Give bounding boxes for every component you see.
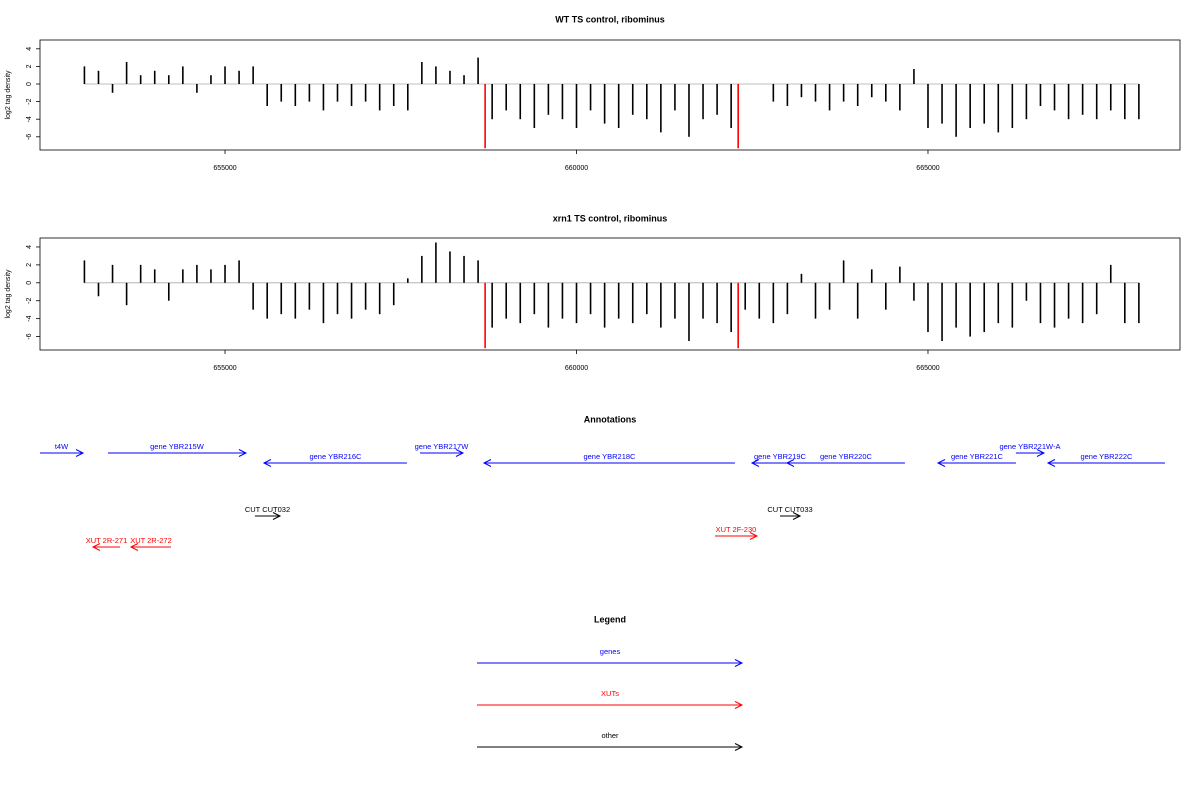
y-tick-label: 4 <box>26 47 33 51</box>
feature-label: t4W <box>55 442 69 451</box>
chart-title: xrn1 TS control, ribominus <box>553 213 668 223</box>
y-axis-label: log2 tag density <box>5 70 12 120</box>
y-axis-label: log2 tag density <box>5 269 12 319</box>
arrow-head <box>750 459 760 467</box>
arrow-head <box>734 659 744 667</box>
arrow-head <box>75 449 85 457</box>
legend-label: genes <box>600 647 621 656</box>
feature-label: gene YBR219C <box>754 452 807 461</box>
arrow-head <box>238 449 248 457</box>
x-tick-label: 660000 <box>565 365 588 372</box>
feature-label: gene YBR218C <box>583 452 636 461</box>
legend-title: Legend <box>594 614 626 624</box>
y-tick-label: -2 <box>26 298 33 304</box>
y-tick-label: -4 <box>26 315 33 321</box>
plot-frame <box>39 237 1181 351</box>
y-tick-label: 2 <box>26 263 33 267</box>
feature-label: gene YBR217W <box>415 442 470 451</box>
arrow-head <box>734 743 744 751</box>
arrow-head <box>734 701 744 709</box>
feature-label: gene YBR221W-A <box>999 442 1060 451</box>
x-tick-label: 660000 <box>565 165 588 172</box>
feature-label: XUT 2R-272 <box>130 536 172 545</box>
chart-title: WT TS control, ribominus <box>555 14 665 24</box>
arrow-head <box>482 459 492 467</box>
arrow-head <box>792 512 802 520</box>
arrow-head <box>455 449 465 457</box>
arrow-head <box>785 459 795 467</box>
feature-label: XUT 2F-230 <box>716 525 757 534</box>
legend-label: other <box>601 731 619 740</box>
feature-label: XUT 2R-271 <box>86 536 128 545</box>
arrow-head <box>272 512 282 520</box>
y-tick-label: 0 <box>26 281 33 285</box>
arrow-head <box>1036 449 1046 457</box>
y-tick-label: 0 <box>26 82 33 86</box>
x-tick-label: 665000 <box>916 165 939 172</box>
y-tick-label: -6 <box>26 333 33 339</box>
arrow-head <box>749 532 759 540</box>
arrow-head <box>1046 459 1056 467</box>
feature-label: gene YBR221C <box>951 452 1004 461</box>
feature-label: gene YBR216C <box>309 452 362 461</box>
y-tick-label: -4 <box>26 116 33 122</box>
feature-label: gene YBR215W <box>150 442 205 451</box>
arrow-head <box>262 459 272 467</box>
x-tick-label: 665000 <box>916 365 939 372</box>
y-tick-label: 2 <box>26 64 33 68</box>
x-tick-label: 655000 <box>213 365 236 372</box>
y-tick-label: 4 <box>26 245 33 249</box>
feature-label: gene YBR222C <box>1080 452 1133 461</box>
feature-label: CUT CUT032 <box>245 505 290 514</box>
legend-label: XUTs <box>601 689 619 698</box>
feature-label: CUT CUT033 <box>767 505 812 514</box>
plot-frame <box>39 39 1181 151</box>
arrow-head <box>936 459 946 467</box>
annotations-title: Annotations <box>584 414 637 424</box>
y-tick-label: -2 <box>26 98 33 104</box>
arrow-head <box>91 543 101 551</box>
y-tick-label: -6 <box>26 134 33 140</box>
arrow-head <box>129 543 139 551</box>
x-tick-label: 655000 <box>213 165 236 172</box>
feature-label: gene YBR220C <box>820 452 873 461</box>
